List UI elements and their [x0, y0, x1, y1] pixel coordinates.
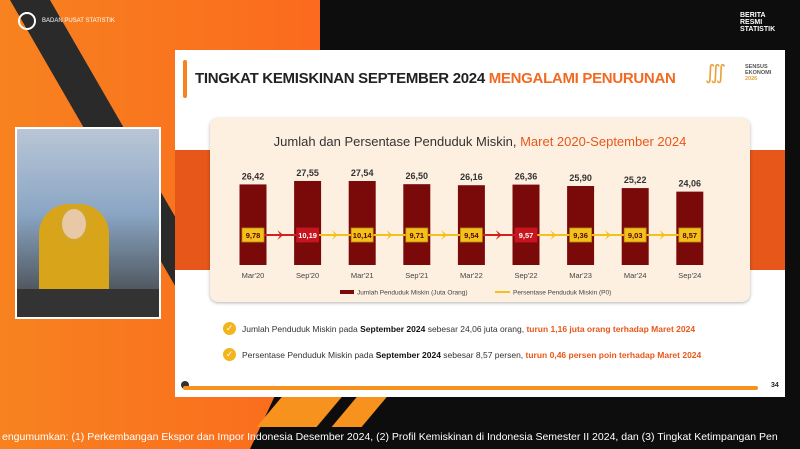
percentage-label-box [569, 227, 593, 243]
brs-label-2: RESMI [740, 19, 763, 26]
chart-panel: Jumlah dan Persentase Penduduk Miskin, M… [210, 118, 750, 302]
title-accent [183, 60, 187, 98]
presenter-face [57, 204, 91, 244]
percentage-label-box [678, 227, 702, 243]
percentage-value-label: 9,54 [464, 231, 479, 240]
note-bold: September 2024 [360, 323, 426, 334]
note-2: ✓ Persentase Penduduk Miskin pada Septem… [223, 348, 701, 361]
chart-title-highlight: Maret 2020-September 2024 [520, 134, 687, 149]
note-text: Jumlah Penduduk Miskin pada [242, 323, 361, 334]
arrow-icon [550, 230, 557, 240]
progress-dot [181, 381, 189, 389]
x-tick-label: Mar'20 [242, 271, 265, 280]
presenter-video [15, 127, 161, 319]
bar [567, 186, 595, 265]
bar [621, 188, 649, 265]
arrow-icon [659, 230, 666, 240]
percentage-value-label: 10,14 [353, 231, 373, 240]
bar-value-label: 25,90 [569, 173, 592, 183]
note-text: sebesar 8,57 persen, [440, 349, 526, 360]
check-icon: ✓ [223, 322, 236, 335]
bar [348, 181, 376, 265]
note-highlight: turun 0,46 persen poin terhadap Maret 20… [525, 349, 702, 360]
bps-logo: BADAN PUSAT STATISTIK [18, 12, 115, 30]
brs-logo: BERITA RESMI STATISTIK [740, 12, 775, 33]
percentage-value-label: 9,03 [628, 231, 643, 240]
percentage-value-label: 9,78 [246, 231, 261, 240]
percentage-value-label: 8,57 [682, 231, 697, 240]
arrow-icon [604, 230, 611, 240]
logo-text-2: EKONOMI [745, 70, 772, 76]
x-tick-label: Mar'23 [569, 271, 592, 280]
poverty-chart: 26,42 9,78 Mar'20 27,55 10,19 Sep'20 27,54 10,1… [239, 168, 704, 297]
percentage-label-box [350, 227, 374, 243]
percentage-value-label: 9,57 [519, 231, 534, 240]
bar [294, 180, 322, 265]
page-number: 34 [771, 382, 779, 389]
percentage-value-label: 9,71 [409, 231, 424, 240]
percentage-label-box [459, 227, 483, 243]
percentage-value-label: 9,36 [573, 231, 588, 240]
bar-value-label: 25,22 [624, 175, 647, 185]
bar-value-label: 26,50 [406, 171, 429, 181]
note-1: ✓ Jumlah Penduduk Miskin pada September … [223, 322, 695, 335]
percentage-label-box [623, 227, 647, 243]
logo-text-1: SENSUS [745, 64, 768, 70]
chart-title: Jumlah dan Persentase Penduduk Miskin, M… [210, 134, 750, 149]
arrow-icon [277, 230, 284, 240]
bar-value-label: 24,06 [679, 179, 702, 189]
bar [239, 184, 267, 265]
desk [17, 289, 159, 317]
arrow-icon [495, 230, 502, 240]
bar [457, 185, 485, 265]
arrow-icon [386, 230, 393, 240]
chevron-decoration [331, 395, 389, 427]
percentage-label-box [405, 227, 429, 243]
x-tick-label: Mar'24 [624, 271, 647, 280]
x-tick-label: Sep'21 [405, 271, 428, 280]
percentage-label-box [241, 227, 265, 243]
x-tick-label: Sep'20 [296, 271, 319, 280]
note-text: sebesar 24,06 juta orang, [425, 323, 527, 334]
x-tick-label: Mar'22 [460, 271, 483, 280]
sensus-logo-icon: ∭ [705, 62, 727, 84]
note-text: Persentase Penduduk Miskin pada [242, 349, 376, 360]
arrow-icon [331, 230, 338, 240]
logo-text-3: 2026 [745, 76, 758, 82]
chart-title-main: Jumlah dan Persentase Penduduk Miskin, [273, 134, 521, 149]
slide-progress-bar [183, 386, 758, 390]
x-tick-label: Sep'22 [514, 271, 537, 280]
bar-value-label: 27,55 [296, 168, 319, 178]
check-icon: ✓ [223, 348, 236, 361]
note-bold: September 2024 [375, 349, 441, 360]
slide-title: TINGKAT KEMISKINAN SEPTEMBER 2024 MENGAL… [195, 70, 676, 87]
arrow-icon [441, 230, 448, 240]
legend-bar-swatch [340, 290, 354, 294]
legend-bar-label: Jumlah Penduduk Miskin (Juta Orang) [357, 290, 468, 297]
bar-value-label: 26,42 [242, 171, 265, 181]
percentage-label-box [296, 227, 319, 243]
sensus-ekonomi-logo: ∭ SENSUS EKONOMI 2026 [705, 62, 771, 84]
title-highlight: MENGALAMI PENURUNAN [488, 70, 676, 87]
bar-value-label: 26,36 [515, 172, 538, 182]
bar [403, 184, 431, 265]
bar-value-label: 27,54 [351, 168, 374, 178]
brs-label-1: BERITA [740, 12, 766, 19]
note-highlight: turun 1,16 juta orang terhadap Maret 202… [526, 323, 696, 334]
bar [512, 184, 540, 265]
percentage-label-box [514, 227, 538, 243]
brs-label-3: STATISTIK [740, 26, 776, 33]
bps-logo-icon [18, 12, 36, 30]
presentation-slide: TINGKAT KEMISKINAN SEPTEMBER 2024 MENGAL… [175, 50, 785, 397]
percentage-value-label: 10,19 [298, 231, 317, 240]
title-main: TINGKAT KEMISKINAN SEPTEMBER 2024 [195, 70, 489, 87]
legend-line-label: Persentase Penduduk Miskin (P0) [513, 290, 611, 297]
x-tick-label: Mar'21 [351, 271, 374, 280]
x-tick-label: Sep'24 [678, 271, 701, 280]
bar-value-label: 26,16 [460, 172, 483, 182]
org-name: BADAN PUSAT STATISTIK [42, 18, 115, 24]
news-ticker: engumumkan: (1) Perkembangan Ekspor dan … [2, 431, 778, 443]
